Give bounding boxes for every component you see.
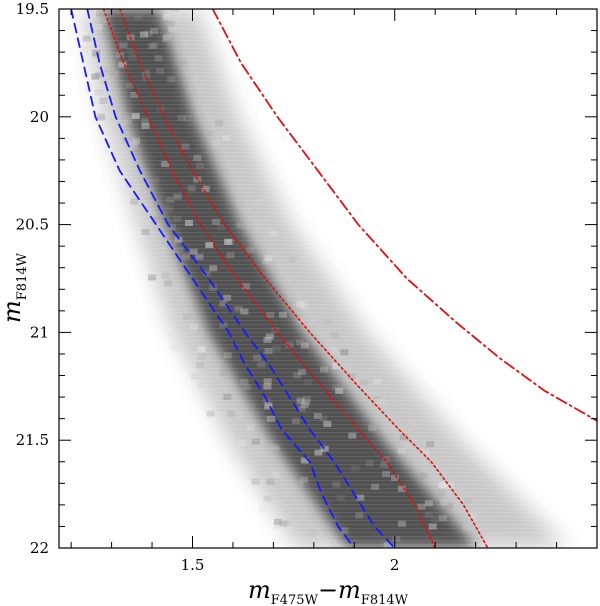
axis-tick-labels: 1.5 2 19.5 20 20.5 21 21.5 22 xyxy=(16,0,400,574)
y-tick-label: 21.5 xyxy=(16,431,49,449)
y-tick-label: 22 xyxy=(30,539,49,557)
y-tick-label: 20 xyxy=(30,108,49,126)
x-tick-label: 1.5 xyxy=(181,556,205,574)
y-tick-label: 20.5 xyxy=(16,216,49,234)
axis-ticks xyxy=(59,8,598,549)
density-texture xyxy=(59,9,597,548)
series-line-4-dotted xyxy=(118,9,489,548)
y-tick-label: 19.5 xyxy=(16,0,49,18)
x-axis-title: mF475W−mF814W xyxy=(248,576,409,606)
y-axis-title: mF814W xyxy=(0,252,30,323)
series-line-2-dashed xyxy=(86,9,396,548)
series-line-5-dashdot xyxy=(211,9,597,422)
series-line-3-dotted xyxy=(102,9,436,548)
density-map xyxy=(59,9,597,548)
series-lines xyxy=(70,9,597,548)
y-tick-label: 21 xyxy=(30,323,49,341)
series-line-1-dashed xyxy=(70,9,356,548)
x-tick-label: 2 xyxy=(390,556,400,574)
plot-frame xyxy=(58,8,598,549)
